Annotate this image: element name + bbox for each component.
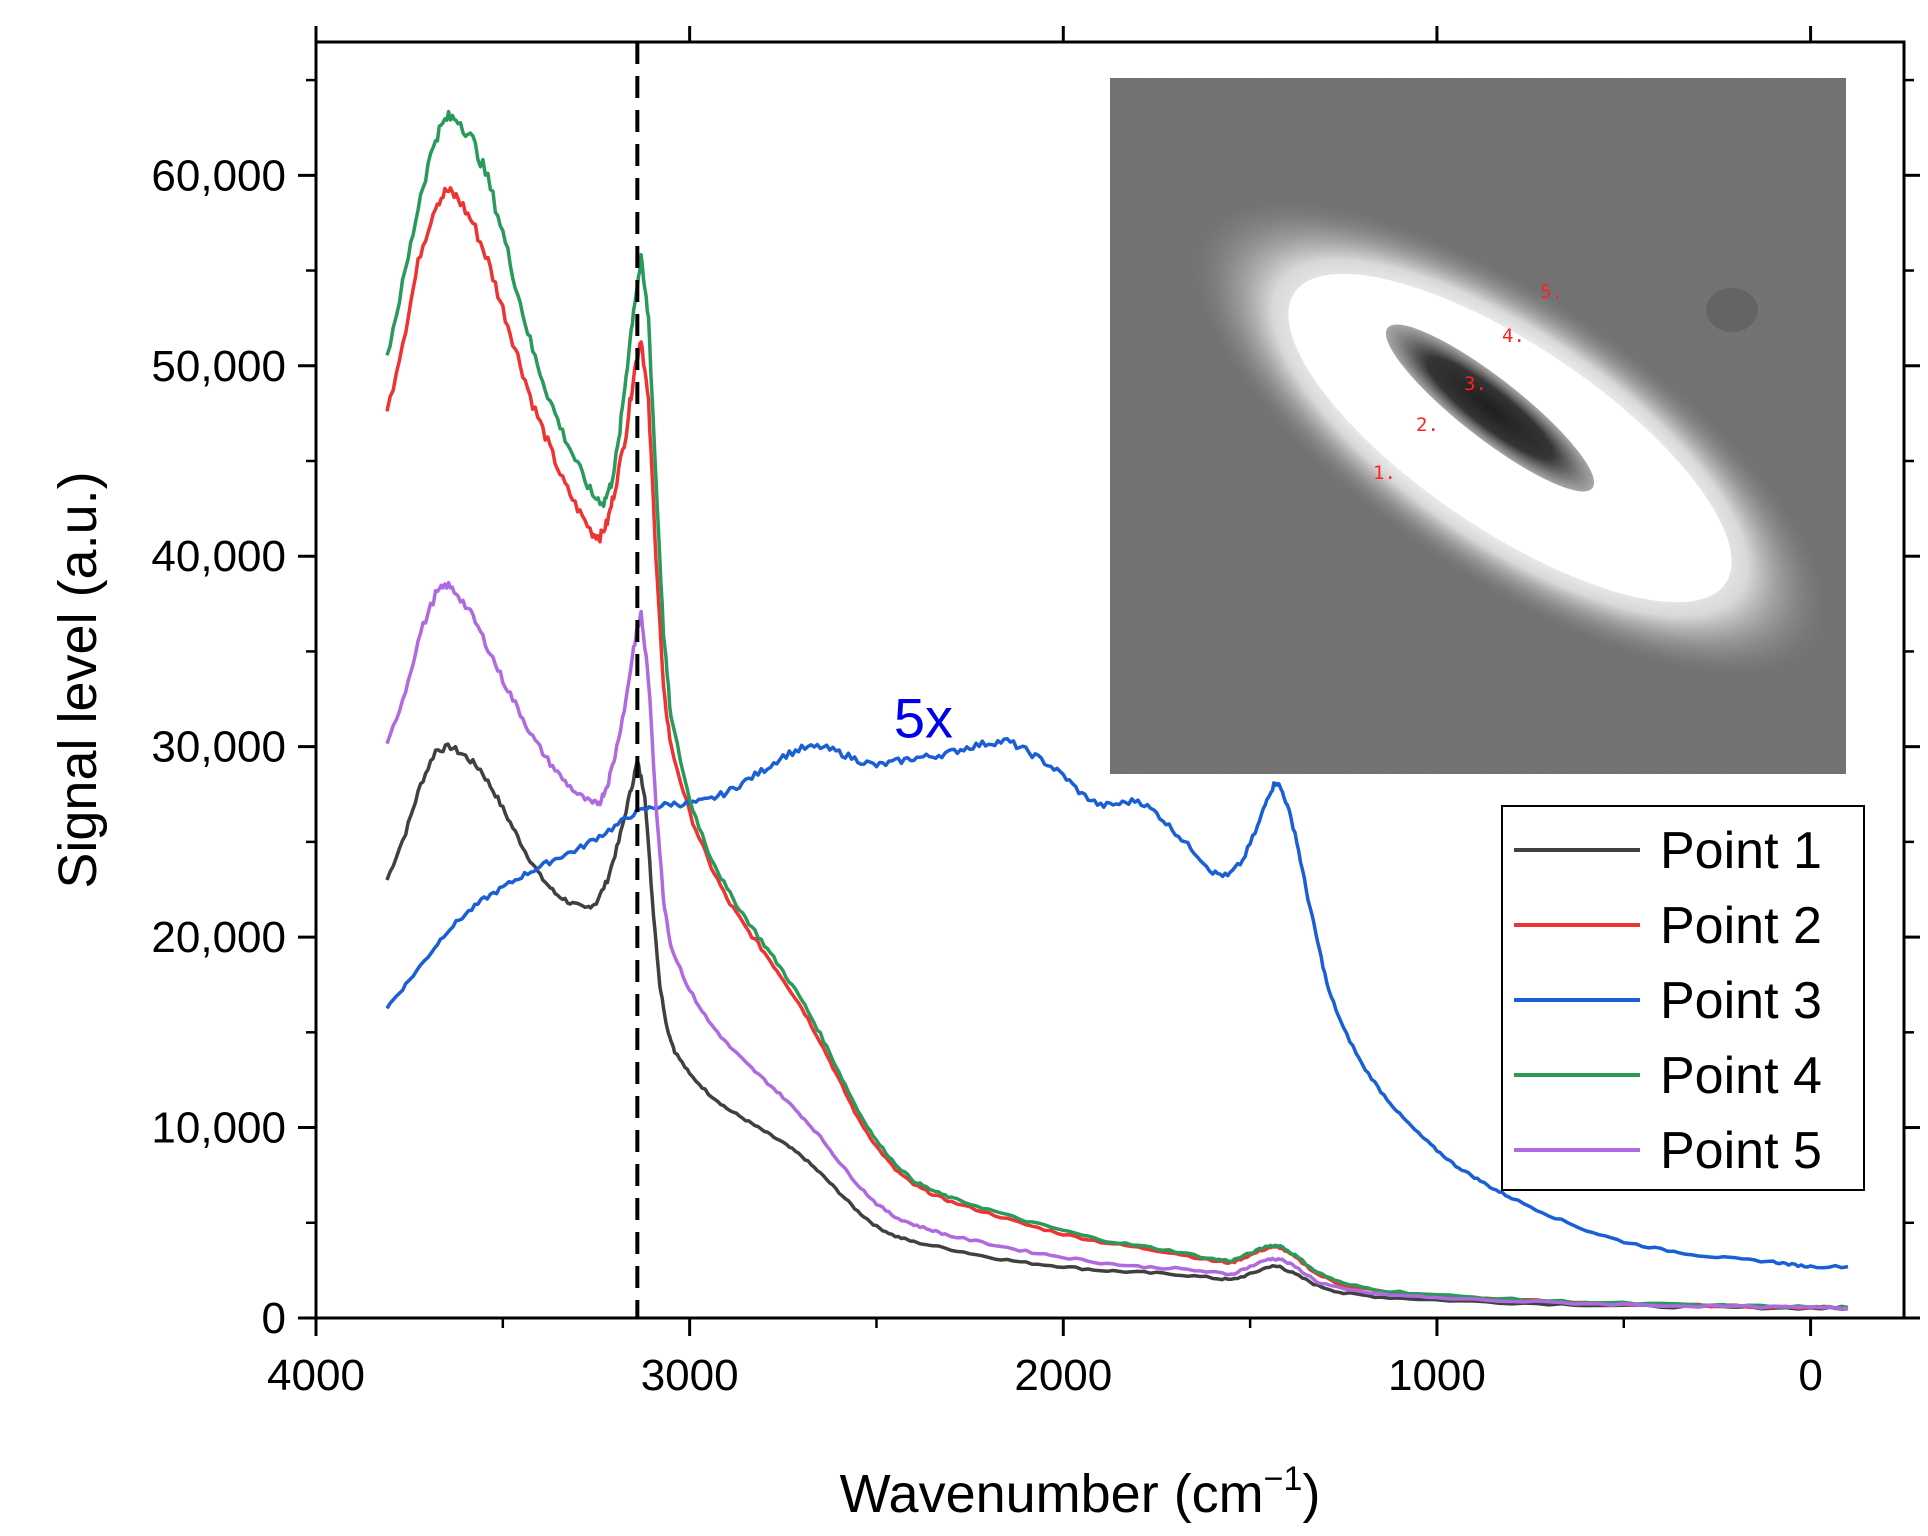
y-tick-label: 30,000 xyxy=(151,723,286,772)
series-line-1 xyxy=(385,742,1849,1311)
x-tick-label: 3000 xyxy=(641,1351,739,1400)
x-tick-label: 2000 xyxy=(1014,1351,1112,1400)
y-axis: 0 10,000 20,000 30,000 40,000 50,000 60,000 xyxy=(151,78,1920,1343)
inset-label-1: 1. xyxy=(1373,462,1396,484)
series-line-3 xyxy=(385,737,1849,1270)
y-tick-label: 20,000 xyxy=(151,913,286,962)
inset-label-5: 5. xyxy=(1540,281,1563,303)
y-axis-title: Signal level (a.u.) xyxy=(48,471,108,888)
series-line-4 xyxy=(385,109,1849,1310)
inset-label-3: 3. xyxy=(1464,373,1487,395)
legend-label: Point 5 xyxy=(1660,1122,1822,1180)
inset-label-2: 2. xyxy=(1416,414,1439,436)
legend-label: Point 2 xyxy=(1660,897,1822,955)
legend-label: Point 1 xyxy=(1660,822,1822,880)
inset-image: 1. 2. 3. 4. 5. xyxy=(1110,78,1846,774)
x-axis-title: Wavenumber (cm−1) xyxy=(840,1460,1321,1524)
scale-annotation: 5x xyxy=(894,687,953,750)
inset-label-4: 4. xyxy=(1502,325,1525,347)
y-tick-label: 60,000 xyxy=(151,151,286,200)
y-tick-label: 10,000 xyxy=(151,1104,286,1153)
plot-frame xyxy=(314,40,1906,1320)
x-tick-label: 0 xyxy=(1798,1351,1822,1400)
x-tick-label: 4000 xyxy=(267,1351,365,1400)
y-tick-label: 0 xyxy=(262,1294,286,1343)
y-tick-label: 40,000 xyxy=(151,532,286,581)
legend-label: Point 3 xyxy=(1660,972,1822,1030)
y-tick-label: 50,000 xyxy=(151,342,286,391)
x-axis: 4000 3000 2000 1000 0 xyxy=(267,26,1823,1400)
legend-label: Point 4 xyxy=(1660,1047,1822,1105)
series-layer xyxy=(385,109,1849,1311)
x-tick-label: 1000 xyxy=(1388,1351,1486,1400)
legend: Point 1 Point 2 Point 3 Point 4 Point 5 xyxy=(1501,805,1865,1191)
series-line-5 xyxy=(385,580,1849,1311)
